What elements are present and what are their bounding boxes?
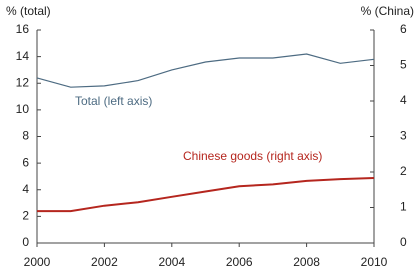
y2-tick-label: 0 bbox=[400, 235, 407, 249]
y-tick-label: 6 bbox=[22, 155, 29, 169]
y2-tick-label: 4 bbox=[400, 93, 407, 107]
x-tick-label: 2006 bbox=[226, 255, 253, 269]
y-tick-label: 4 bbox=[22, 182, 29, 196]
y-tick-label: 12 bbox=[16, 75, 30, 89]
y-tick-label: 16 bbox=[16, 22, 30, 36]
series-label: Total (left axis) bbox=[75, 94, 152, 108]
series-line bbox=[36, 53, 375, 88]
x-tick-label: 2000 bbox=[24, 255, 51, 269]
series-line bbox=[37, 177, 375, 213]
y-axis-label: % (total) bbox=[6, 4, 51, 18]
y-tick-label: 2 bbox=[22, 209, 29, 223]
y2-tick-label: 1 bbox=[400, 200, 407, 214]
y-tick-label: 8 bbox=[22, 129, 29, 143]
y2-tick-label: 6 bbox=[400, 22, 407, 36]
y2-tick-label: 5 bbox=[400, 58, 407, 72]
y2-tick-label: 2 bbox=[400, 164, 407, 178]
y2-axis-label: % (China) bbox=[361, 4, 414, 18]
series-label: Chinese goods (right axis) bbox=[183, 149, 322, 163]
x-tick-label: 2002 bbox=[91, 255, 118, 269]
x-tick-label: 2010 bbox=[361, 255, 388, 269]
y-tick-label: 0 bbox=[22, 235, 29, 249]
y-tick-label: 14 bbox=[16, 49, 30, 63]
x-tick-label: 2004 bbox=[158, 255, 185, 269]
y-tick-label: 10 bbox=[16, 102, 30, 116]
x-tick-label: 2008 bbox=[293, 255, 320, 269]
y2-tick-label: 3 bbox=[400, 129, 407, 143]
